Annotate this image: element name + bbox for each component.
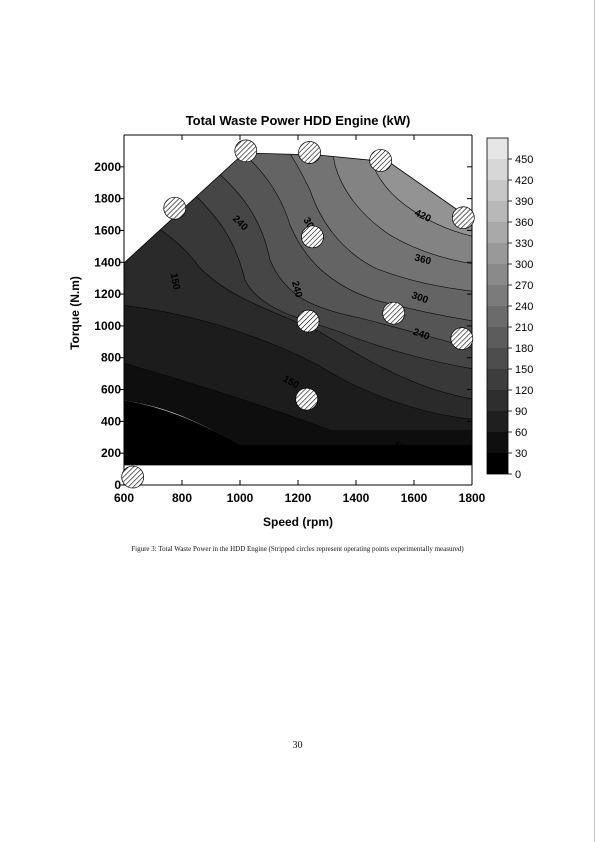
y-tick-label: 800 [101,351,121,365]
y-tick-label: 1000 [94,319,121,333]
contour-band [190,153,472,322]
contour-label: 240 [289,280,304,299]
contour-band [330,153,472,265]
operating-point [163,196,187,220]
colorbar-band [487,138,508,159]
contour-line [124,209,472,401]
colorbar-band [487,348,508,369]
page-number: 30 [292,740,303,751]
operating-point [296,309,320,333]
x-tick-label: 800 [172,491,192,505]
colorbar-tick-label: 360 [515,217,533,229]
colorbar-tick-label: 210 [515,322,533,334]
operating-point [298,141,321,164]
contour-band [124,362,472,445]
colorbar-tick-label: 60 [515,427,527,439]
y-tick-label: 1200 [94,287,121,301]
colorbar-band [487,159,508,180]
contour-line [329,153,472,266]
y-tick-label: 200 [101,446,121,460]
figure-caption: Figure 3: Total Waste Power in the HDD E… [131,545,464,553]
colorbar-band [487,243,508,264]
x-tick-label: 1800 [459,491,486,505]
operating-point [451,206,475,230]
contour-label: 150 [168,272,182,291]
x-tick-label: 1400 [343,491,370,505]
operating-point [121,465,145,489]
y-tick-label: 1800 [94,192,121,206]
x-axis-label: Speed (rpm) [263,515,333,529]
colorbar-tick-label: 330 [515,238,533,250]
colorbar-band [487,222,508,243]
x-tick-label: 600 [114,491,134,505]
y-tick-label: 400 [101,414,121,428]
contour-line [239,153,472,323]
colorbar-tick-label: 390 [515,196,533,208]
contour-label: 300 [410,290,430,306]
y-tick-label: 1400 [94,255,121,269]
operating-point [369,149,392,172]
contour-line [124,399,241,446]
y-axis-label: Torque (N.m) [68,276,82,350]
colorbar-tick-label: 420 [515,175,533,187]
colorbar-band [487,201,508,222]
colorbar-band [487,264,508,285]
colorbar-tick-label: 270 [515,280,533,292]
colorbar-tick-label: 90 [515,406,527,418]
colorbar-tick-label: 150 [515,364,533,376]
y-tick-label: 600 [101,383,121,397]
y-tick-label: 1600 [94,223,121,237]
operating-point [295,387,319,411]
operating-point-group [121,139,475,489]
colorbar-band [487,411,508,432]
x-tick-label: 1200 [285,491,312,505]
x-tick-group: 600 800 1000 1200 1400 1600 1800 [114,135,486,505]
colorbar-band [487,327,508,348]
contour-lines [124,153,472,446]
contour-line [214,169,472,351]
colorbar-band [487,306,508,327]
contour-band [124,185,472,400]
operating-point [234,139,258,163]
colorbar-tick-label: 300 [515,259,533,271]
contour-line [124,304,472,421]
colorbar-tick-label: 240 [515,301,533,313]
contour-line [279,153,472,293]
contour-figure: Total Waste Power HDD Engine (kW) [68,113,533,529]
colorbar: 0 30 60 90 120 150 180 210 240 270 300 330 360 390 420… [486,137,533,481]
operating-point [382,301,406,325]
operating-point [450,327,474,350]
y-tick-group: 0 200 400 600 800 1000 1200 1400 1600 1800 2000 [94,160,472,492]
contour-band [280,153,472,292]
contour-band [150,160,472,370]
colorbar-tick-label: 450 [515,154,533,166]
contour-band [124,305,472,430]
x-tick-label: 1000 [227,491,254,505]
y-tick-label: 2000 [94,160,121,174]
contour-line [124,361,331,431]
operating-point [301,225,324,249]
x-tick-label: 1600 [401,491,428,505]
colorbar-tick-label: 180 [515,343,533,355]
contour-label: 90 [250,443,265,458]
colorbar-band [487,369,508,390]
colorbar-tick-label: 30 [515,448,527,460]
y-tick-label: 0 [114,478,121,492]
colorbar-band [487,390,508,411]
colorbar-tick-label: 120 [515,385,533,397]
contour-band [170,153,472,350]
colorbar-band [487,285,508,306]
contour-line [194,194,472,371]
colorbar-band [487,453,508,474]
chart-title: Total Waste Power HDD Engine (kW) [186,113,411,128]
contour-label: 240 [411,327,431,343]
contour-label: 360 [413,253,432,268]
colorbar-tick-label: 0 [515,469,521,481]
colorbar-band [487,432,508,453]
colorbar-band [487,180,508,201]
